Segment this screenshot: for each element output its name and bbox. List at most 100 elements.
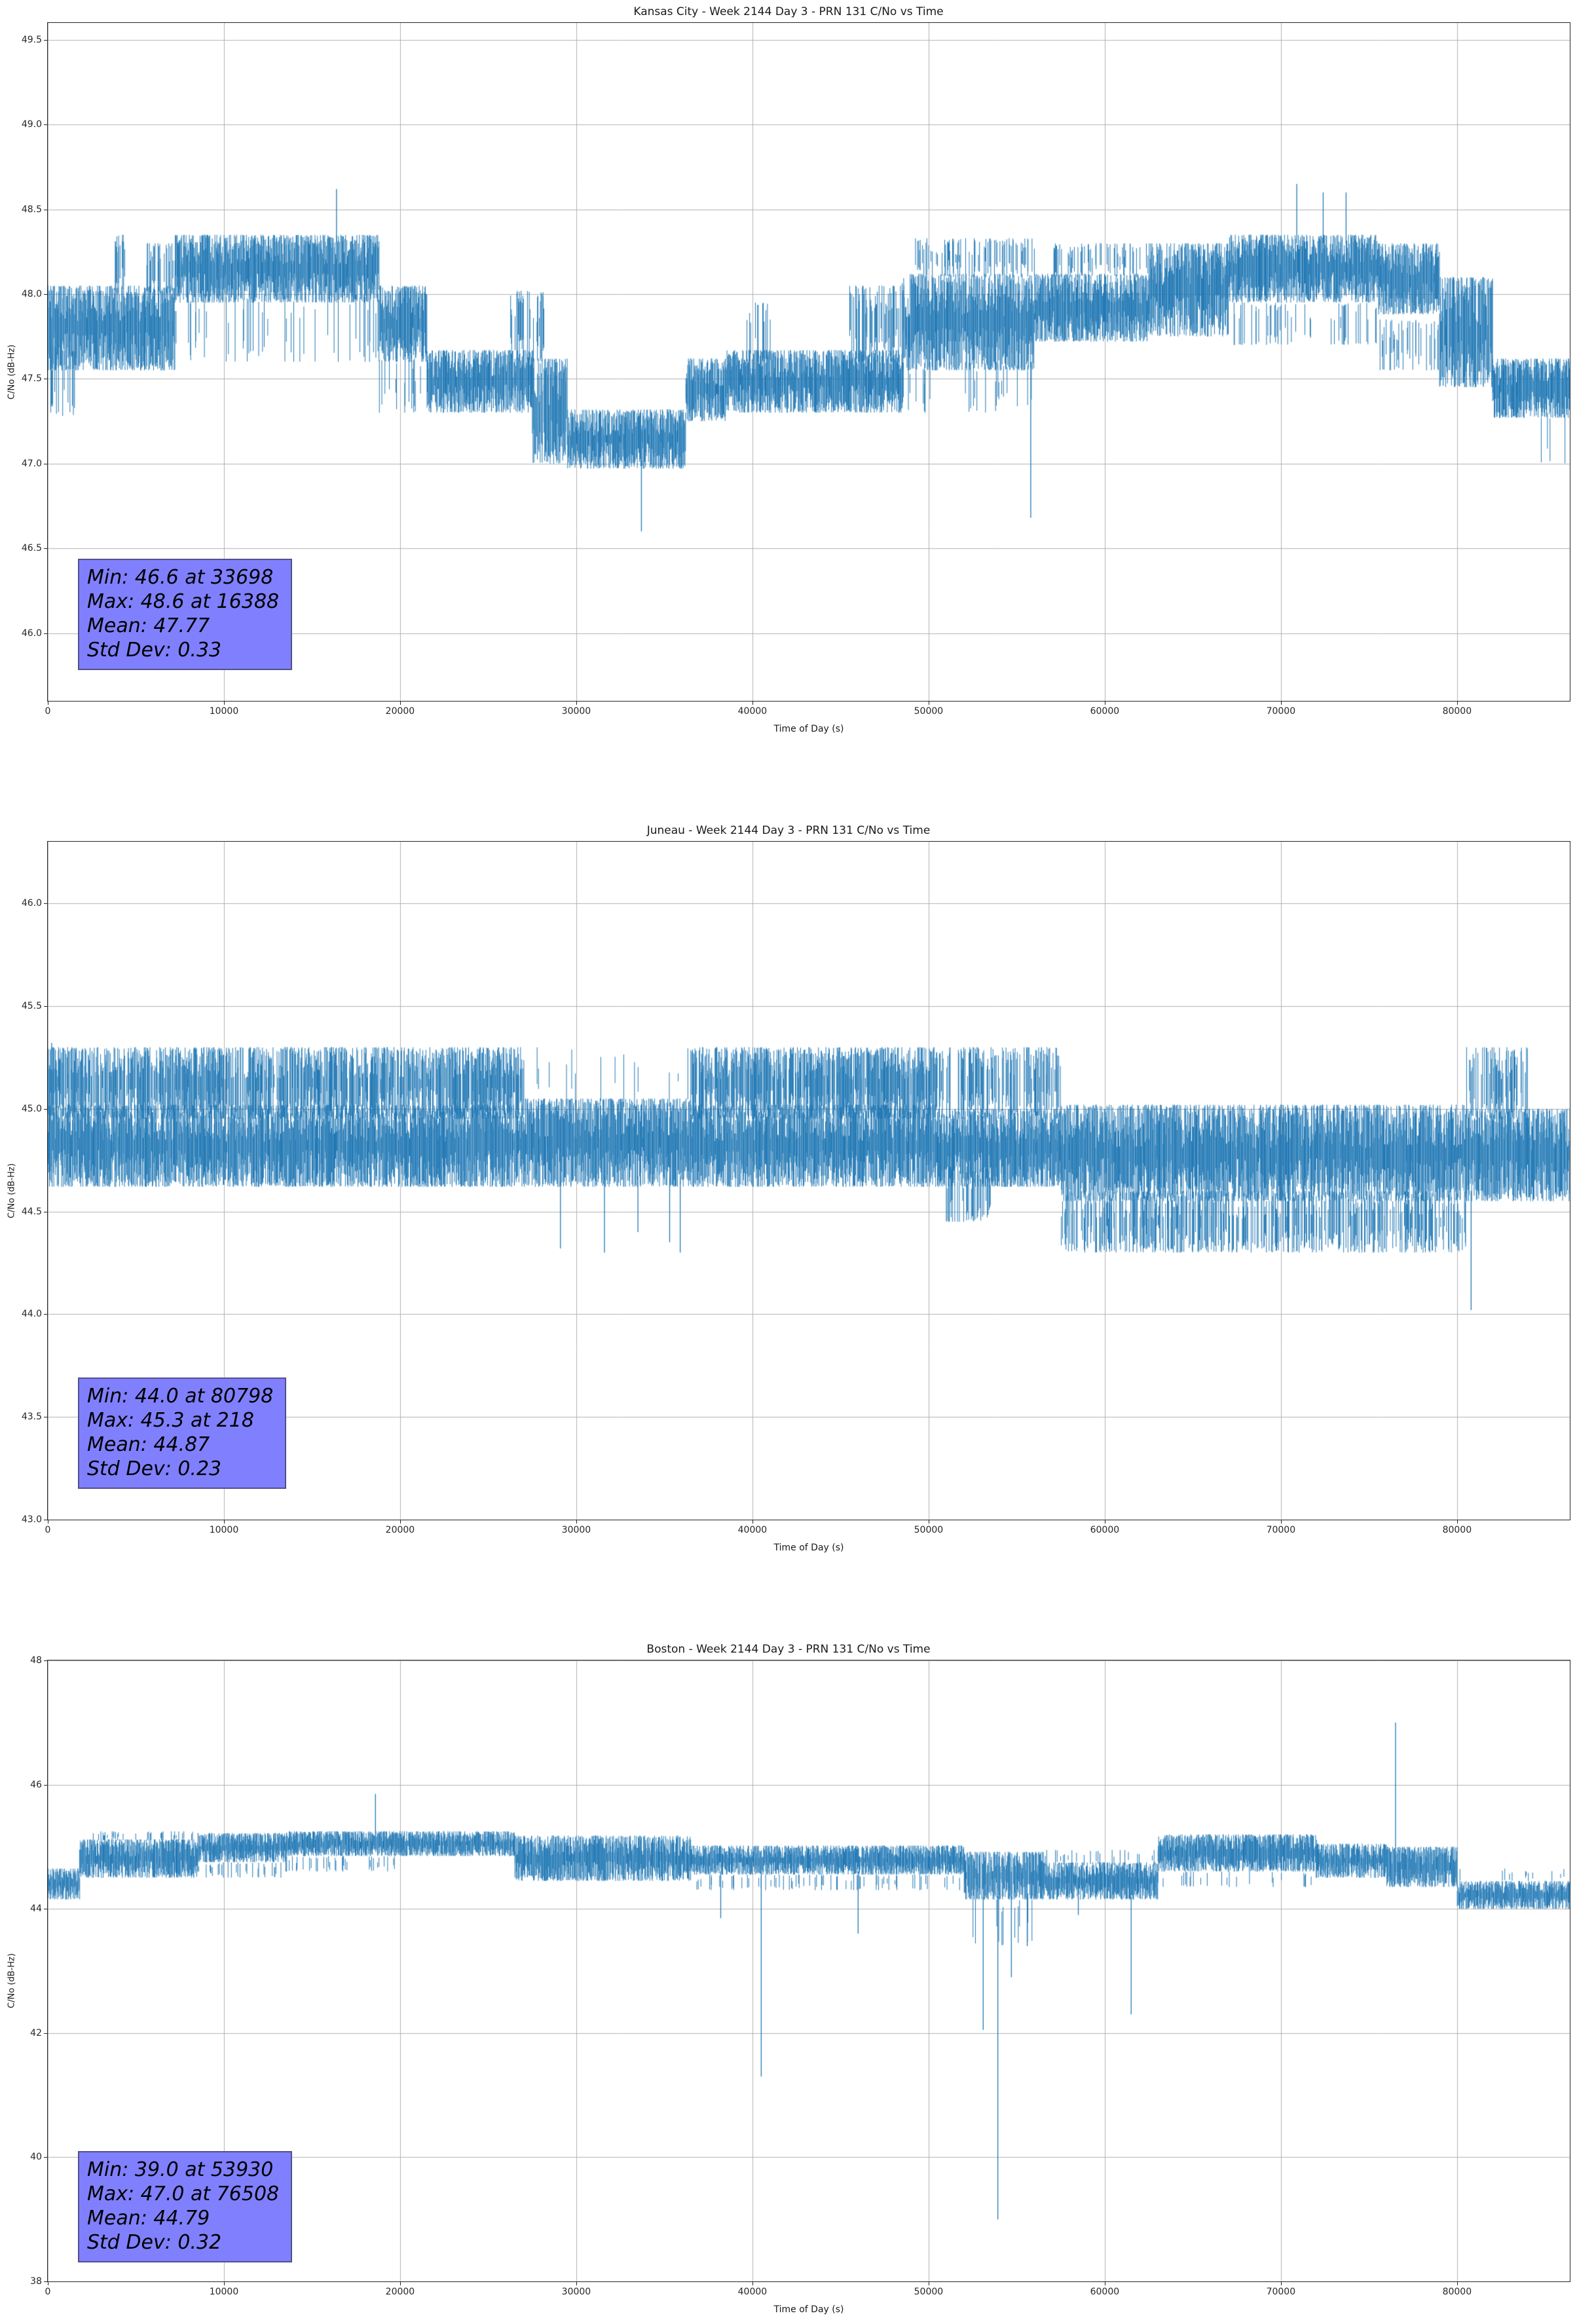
y-tick-label: 48 [30,1655,42,1666]
plot-canvas [48,842,1570,1520]
x-tick-label: 10000 [209,706,239,717]
plot-area: Min: 46.6 at 33698 Max: 48.6 at 16388 Me… [47,22,1570,702]
y-tick-mark [44,1784,47,1786]
stat-mean: Mean: 44.87 [87,1433,210,1456]
y-tick-label: 44.0 [21,1309,42,1320]
x-tick-mark [1456,1520,1458,1524]
x-tick-mark [1280,2282,1282,2285]
x-tick-mark [1456,2282,1458,2285]
y-tick-mark [44,1005,47,1007]
stat-mean: Mean: 44.79 [87,2206,210,2230]
y-tick-label: 40 [30,2152,42,2163]
y-tick-label: 48.5 [21,204,42,215]
x-tick-label: 70000 [1266,2287,1296,2297]
stat-stddev: Std Dev: 0.32 [87,2230,222,2254]
y-tick-label: 46 [30,1779,42,1790]
x-tick-label: 80000 [1442,706,1472,717]
x-axis-label: Time of Day (s) [773,724,844,734]
stat-max: Max: 47.0 at 76508 [87,2182,280,2205]
x-tick-label: 70000 [1266,706,1296,717]
stat-stddev: Std Dev: 0.23 [87,1457,222,1480]
x-tick-label: 30000 [561,2287,591,2297]
y-tick-label: 43.5 [21,1412,42,1423]
y-tick-label: 46.5 [21,543,42,554]
x-tick-label: 50000 [914,1525,944,1535]
y-tick-mark [44,1108,47,1110]
x-tick-label: 20000 [385,2287,415,2297]
x-tick-mark [223,702,225,705]
chart-title: Kansas City - Week 2144 Day 3 - PRN 131 … [633,5,944,18]
x-tick-mark [1280,702,1282,705]
plot-area: Min: 44.0 at 80798 Max: 45.3 at 218 Mean… [47,841,1570,1520]
stats-annotation: Min: 46.6 at 33698 Max: 48.6 at 16388 Me… [78,558,293,670]
y-tick-mark [44,294,47,295]
x-tick-mark [576,702,577,705]
x-tick-label: 60000 [1090,2287,1120,2297]
x-tick-label: 40000 [737,2287,768,2297]
y-tick-mark [44,1314,47,1315]
x-axis-label: Time of Day (s) [773,1543,844,1553]
x-tick-label: 80000 [1442,1525,1472,1535]
x-tick-label: 50000 [914,2287,944,2297]
y-axis-label: C/No (dB-Hz) [7,1953,17,2008]
x-tick-label: 50000 [914,706,944,717]
plot-canvas [48,23,1570,701]
x-tick-mark [752,1520,753,1524]
y-tick-label: 47.5 [21,373,42,384]
y-tick-mark [44,633,47,634]
x-tick-label: 20000 [385,706,415,717]
x-tick-label: 0 [45,706,51,717]
stat-min: Min: 46.6 at 33698 [87,565,274,589]
y-tick-mark [44,903,47,905]
x-tick-label: 40000 [737,706,768,717]
x-tick-label: 70000 [1266,1525,1296,1535]
y-tick-mark [44,39,47,41]
x-tick-label: 30000 [561,706,591,717]
y-tick-mark [44,1660,47,1661]
x-tick-mark [752,702,753,705]
x-tick-label: 60000 [1090,706,1120,717]
y-axis-label: C/No (dB-Hz) [7,1163,17,1218]
stat-stddev: Std Dev: 0.33 [87,638,222,662]
x-tick-label: 30000 [561,1525,591,1535]
x-tick-mark [399,2282,401,2285]
y-tick-label: 44.5 [21,1206,42,1217]
x-tick-label: 0 [45,2287,51,2297]
stat-max: Max: 45.3 at 218 [87,1408,254,1432]
y-tick-label: 48.0 [21,289,42,299]
x-tick-label: 10000 [209,1525,239,1535]
x-tick-label: 60000 [1090,1525,1120,1535]
y-tick-label: 44 [30,1903,42,1915]
y-tick-label: 42 [30,2027,42,2038]
chart-boston: Boston - Week 2144 Day 3 - PRN 131 C/No … [0,1638,1577,2324]
x-tick-label: 80000 [1442,2287,1472,2297]
plot-area: Min: 39.0 at 53930 Max: 47.0 at 76508 Me… [47,1660,1570,2282]
stat-min: Min: 44.0 at 80798 [87,1384,274,1408]
plot-canvas [48,1660,1570,2281]
chart-title: Boston - Week 2144 Day 3 - PRN 131 C/No … [646,1643,931,1656]
x-axis-label: Time of Day (s) [773,2304,844,2315]
y-tick-label: 38 [30,2276,42,2287]
stat-mean: Mean: 47.77 [87,614,210,637]
x-tick-mark [752,2282,753,2285]
x-tick-mark [399,1520,401,1524]
x-tick-mark [576,2282,577,2285]
y-tick-label: 45.5 [21,1000,42,1011]
y-axis-label: C/No (dB-Hz) [7,344,17,400]
y-tick-mark [44,548,47,550]
x-tick-label: 40000 [737,1525,768,1535]
x-tick-mark [576,1520,577,1524]
y-tick-label: 49.5 [21,34,42,45]
y-tick-mark [44,2157,47,2158]
y-tick-label: 46.0 [21,628,42,639]
x-tick-label: 10000 [209,2287,239,2297]
x-tick-mark [399,702,401,705]
y-tick-mark [44,2281,47,2282]
chart-kansas-city: Kansas City - Week 2144 Day 3 - PRN 131 … [0,0,1577,743]
x-tick-mark [223,1520,225,1524]
x-tick-mark [223,2282,225,2285]
stats-annotation: Min: 44.0 at 80798 Max: 45.3 at 218 Mean… [78,1377,287,1489]
y-tick-label: 46.0 [21,898,42,909]
stat-min: Min: 39.0 at 53930 [87,2158,274,2181]
stats-annotation: Min: 39.0 at 53930 Max: 47.0 at 76508 Me… [78,2150,293,2262]
